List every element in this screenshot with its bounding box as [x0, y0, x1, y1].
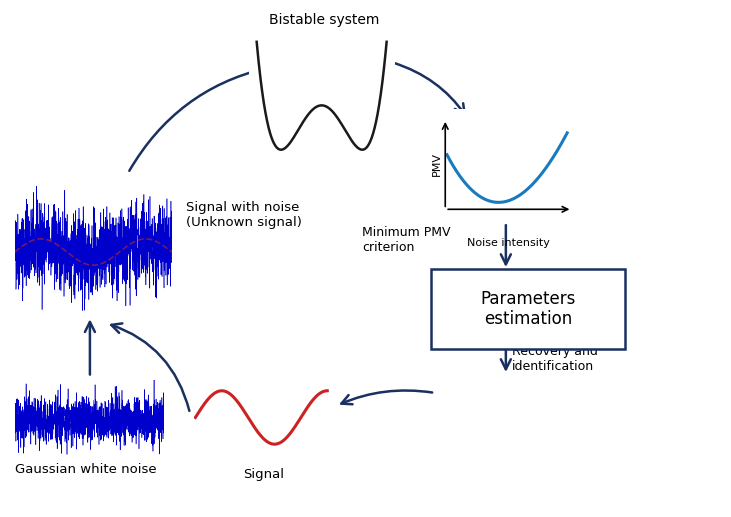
Text: Signal: Signal	[243, 468, 284, 481]
Text: Parameters
estimation: Parameters estimation	[480, 290, 576, 328]
Text: Gaussian white noise: Gaussian white noise	[15, 463, 156, 476]
Text: Minimum PMV
criterion: Minimum PMV criterion	[362, 226, 450, 254]
Text: Bistable system: Bistable system	[269, 13, 379, 27]
Text: Noise intensity: Noise intensity	[467, 238, 550, 249]
Text: PMV: PMV	[432, 152, 442, 176]
Text: Signal with noise
(Unknown signal): Signal with noise (Unknown signal)	[186, 201, 303, 229]
FancyBboxPatch shape	[431, 269, 625, 349]
Text: Recovery and
identification: Recovery and identification	[512, 345, 597, 373]
